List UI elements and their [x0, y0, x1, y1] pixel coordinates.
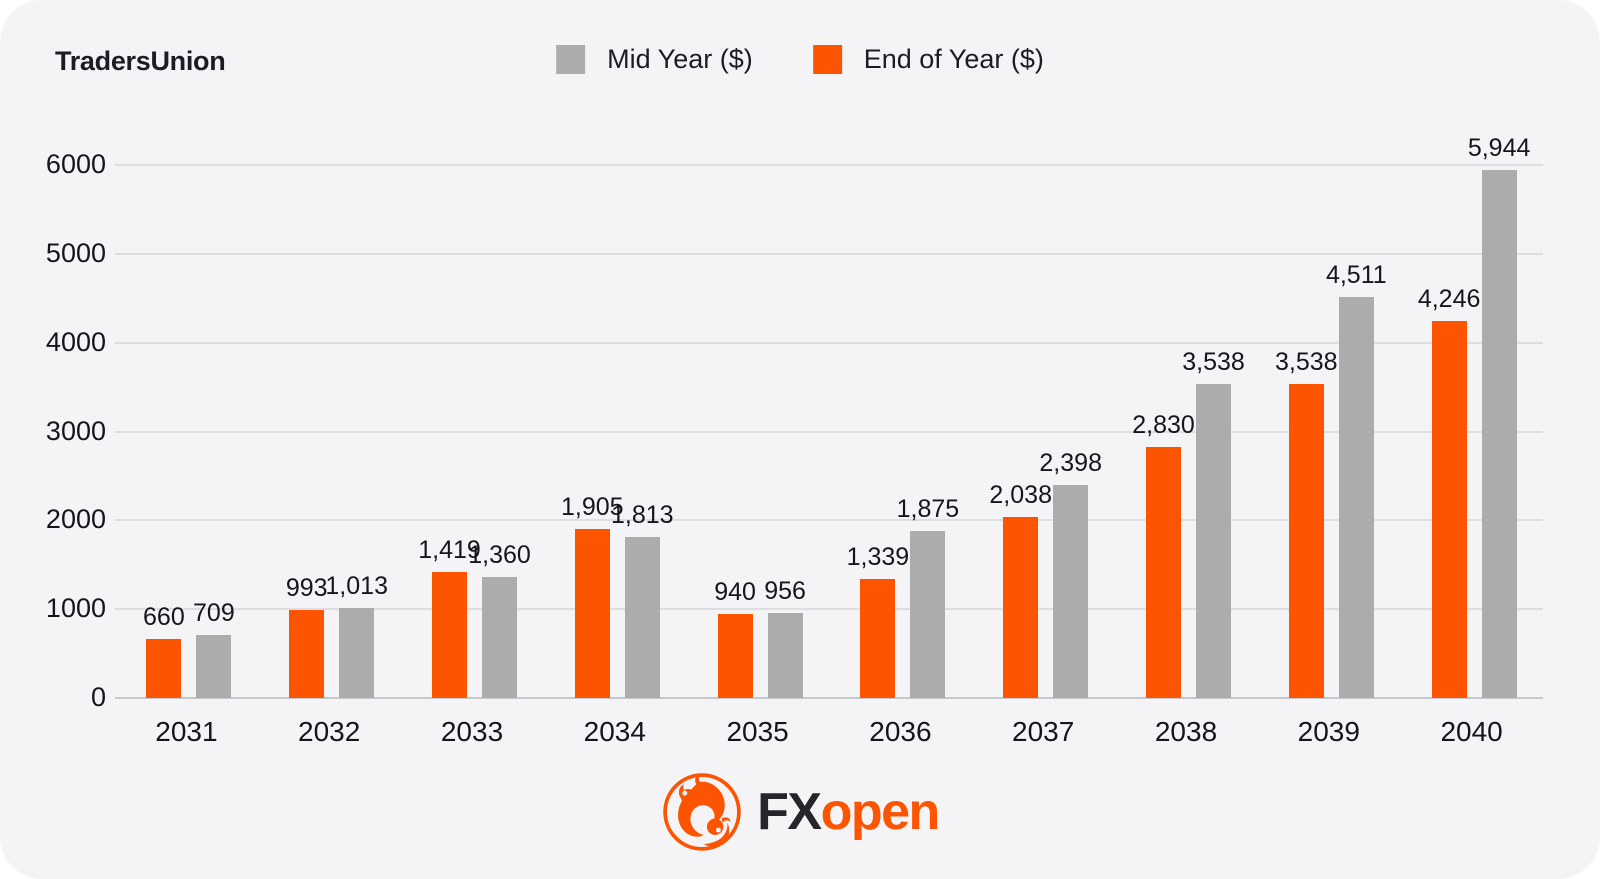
- legend-item-end-of-year: End of Year ($): [812, 44, 1044, 75]
- bar-mid-year-2040: [1481, 169, 1517, 698]
- bar-end-of-year-2035: [717, 614, 753, 698]
- bar-mid-year-2038: [1196, 383, 1231, 698]
- bar-end-of-year-2037: [1003, 516, 1039, 698]
- bar-mid-year-2033: [482, 577, 517, 698]
- bar-mid-year-2032: [339, 608, 375, 698]
- bar-value-label: 4,246: [1417, 284, 1481, 313]
- fxopen-bull-bear-emblem-icon: [663, 773, 741, 851]
- traders-union-brand: TradersUnion: [55, 46, 226, 76]
- x-tick-label: 2036: [869, 716, 932, 747]
- end-of-year-swatch-icon: [812, 45, 842, 74]
- y-tick-label: 4000: [45, 326, 106, 357]
- bar-value-label: 3,538: [1182, 347, 1245, 376]
- gridline: [115, 608, 1543, 611]
- bar-value-label: 3,538: [1275, 347, 1338, 376]
- legend: Mid Year ($) End of Year ($): [556, 44, 1044, 75]
- axis-baseline: [115, 697, 1543, 699]
- y-tick-label: 2000: [45, 504, 106, 535]
- x-tick-label: 2035: [726, 716, 789, 747]
- logo-open: open: [820, 783, 941, 841]
- bar-value-label: 940: [714, 578, 756, 607]
- x-tick-label: 2039: [1297, 716, 1360, 747]
- bar-value-label: 4,511: [1325, 261, 1387, 290]
- bar-end-of-year-2032: [289, 609, 325, 698]
- bar-value-label: 2,038: [989, 480, 1052, 509]
- bar-value-label: 1,875: [896, 495, 960, 524]
- bar-mid-year-2036: [910, 531, 946, 698]
- y-tick-label: 1000: [45, 593, 106, 624]
- legend-label: End of Year ($): [863, 44, 1044, 74]
- bar-value-label: 5,944: [1467, 133, 1531, 162]
- bar-value-label: 1,419: [418, 535, 481, 564]
- gridline: [115, 519, 1543, 522]
- gridline: [115, 430, 1543, 433]
- bar-value-label: 1,813: [611, 500, 674, 529]
- bar-value-label: 956: [764, 577, 806, 606]
- mid-year-swatch-icon: [556, 45, 586, 74]
- bar-value-label: 660: [143, 603, 185, 632]
- bar-end-of-year-2040: [1431, 320, 1467, 698]
- x-tick-label: 2034: [583, 716, 646, 747]
- bar-end-of-year-2036: [860, 579, 896, 698]
- bar-value-label: 1,339: [846, 543, 910, 572]
- gridline: [115, 164, 1543, 166]
- fxopen-logo: FXopen: [0, 771, 1600, 853]
- y-tick-label: 0: [90, 681, 106, 712]
- legend-label: Mid Year ($): [607, 44, 753, 74]
- x-tick-label: 2040: [1440, 716, 1503, 747]
- bar-value-label: 2,398: [1039, 448, 1102, 477]
- gridline: [115, 252, 1543, 255]
- bar-end-of-year-2039: [1288, 383, 1324, 698]
- bar-mid-year-2035: [767, 613, 803, 698]
- bar-mid-year-2037: [1053, 484, 1089, 698]
- bar-mid-year-2034: [624, 536, 660, 698]
- bar-value-label: 2,830: [1132, 410, 1195, 439]
- x-tick-label: 2037: [1012, 716, 1075, 747]
- y-tick-label: 6000: [45, 148, 106, 179]
- bar-end-of-year-2031: [146, 639, 182, 698]
- y-tick-label: 3000: [45, 415, 106, 446]
- x-tick-label: 2038: [1154, 716, 1218, 747]
- bar-value-label: 993: [285, 573, 328, 602]
- logo-fx: FX: [757, 783, 822, 841]
- legend-item-mid-year: Mid Year ($): [556, 44, 753, 75]
- x-tick-label: 2032: [298, 716, 361, 747]
- x-tick-label: 2033: [440, 716, 504, 747]
- bar-end-of-year-2034: [574, 528, 610, 698]
- bar-mid-year-2039: [1338, 297, 1374, 698]
- bar-value-label: 1,013: [325, 572, 388, 600]
- bar-mid-year-2031: [196, 635, 232, 698]
- bar-end-of-year-2038: [1146, 446, 1181, 698]
- fxopen-wordmark: FXopen: [757, 783, 941, 841]
- bar-value-label: 709: [193, 599, 235, 628]
- gridline: [115, 341, 1543, 344]
- bar-value-label: 1,905: [561, 492, 624, 521]
- bar-end-of-year-2033: [432, 571, 467, 698]
- bar-value-label: 1,360: [468, 541, 531, 570]
- y-tick-label: 5000: [45, 237, 106, 268]
- x-tick-label: 2031: [155, 716, 218, 747]
